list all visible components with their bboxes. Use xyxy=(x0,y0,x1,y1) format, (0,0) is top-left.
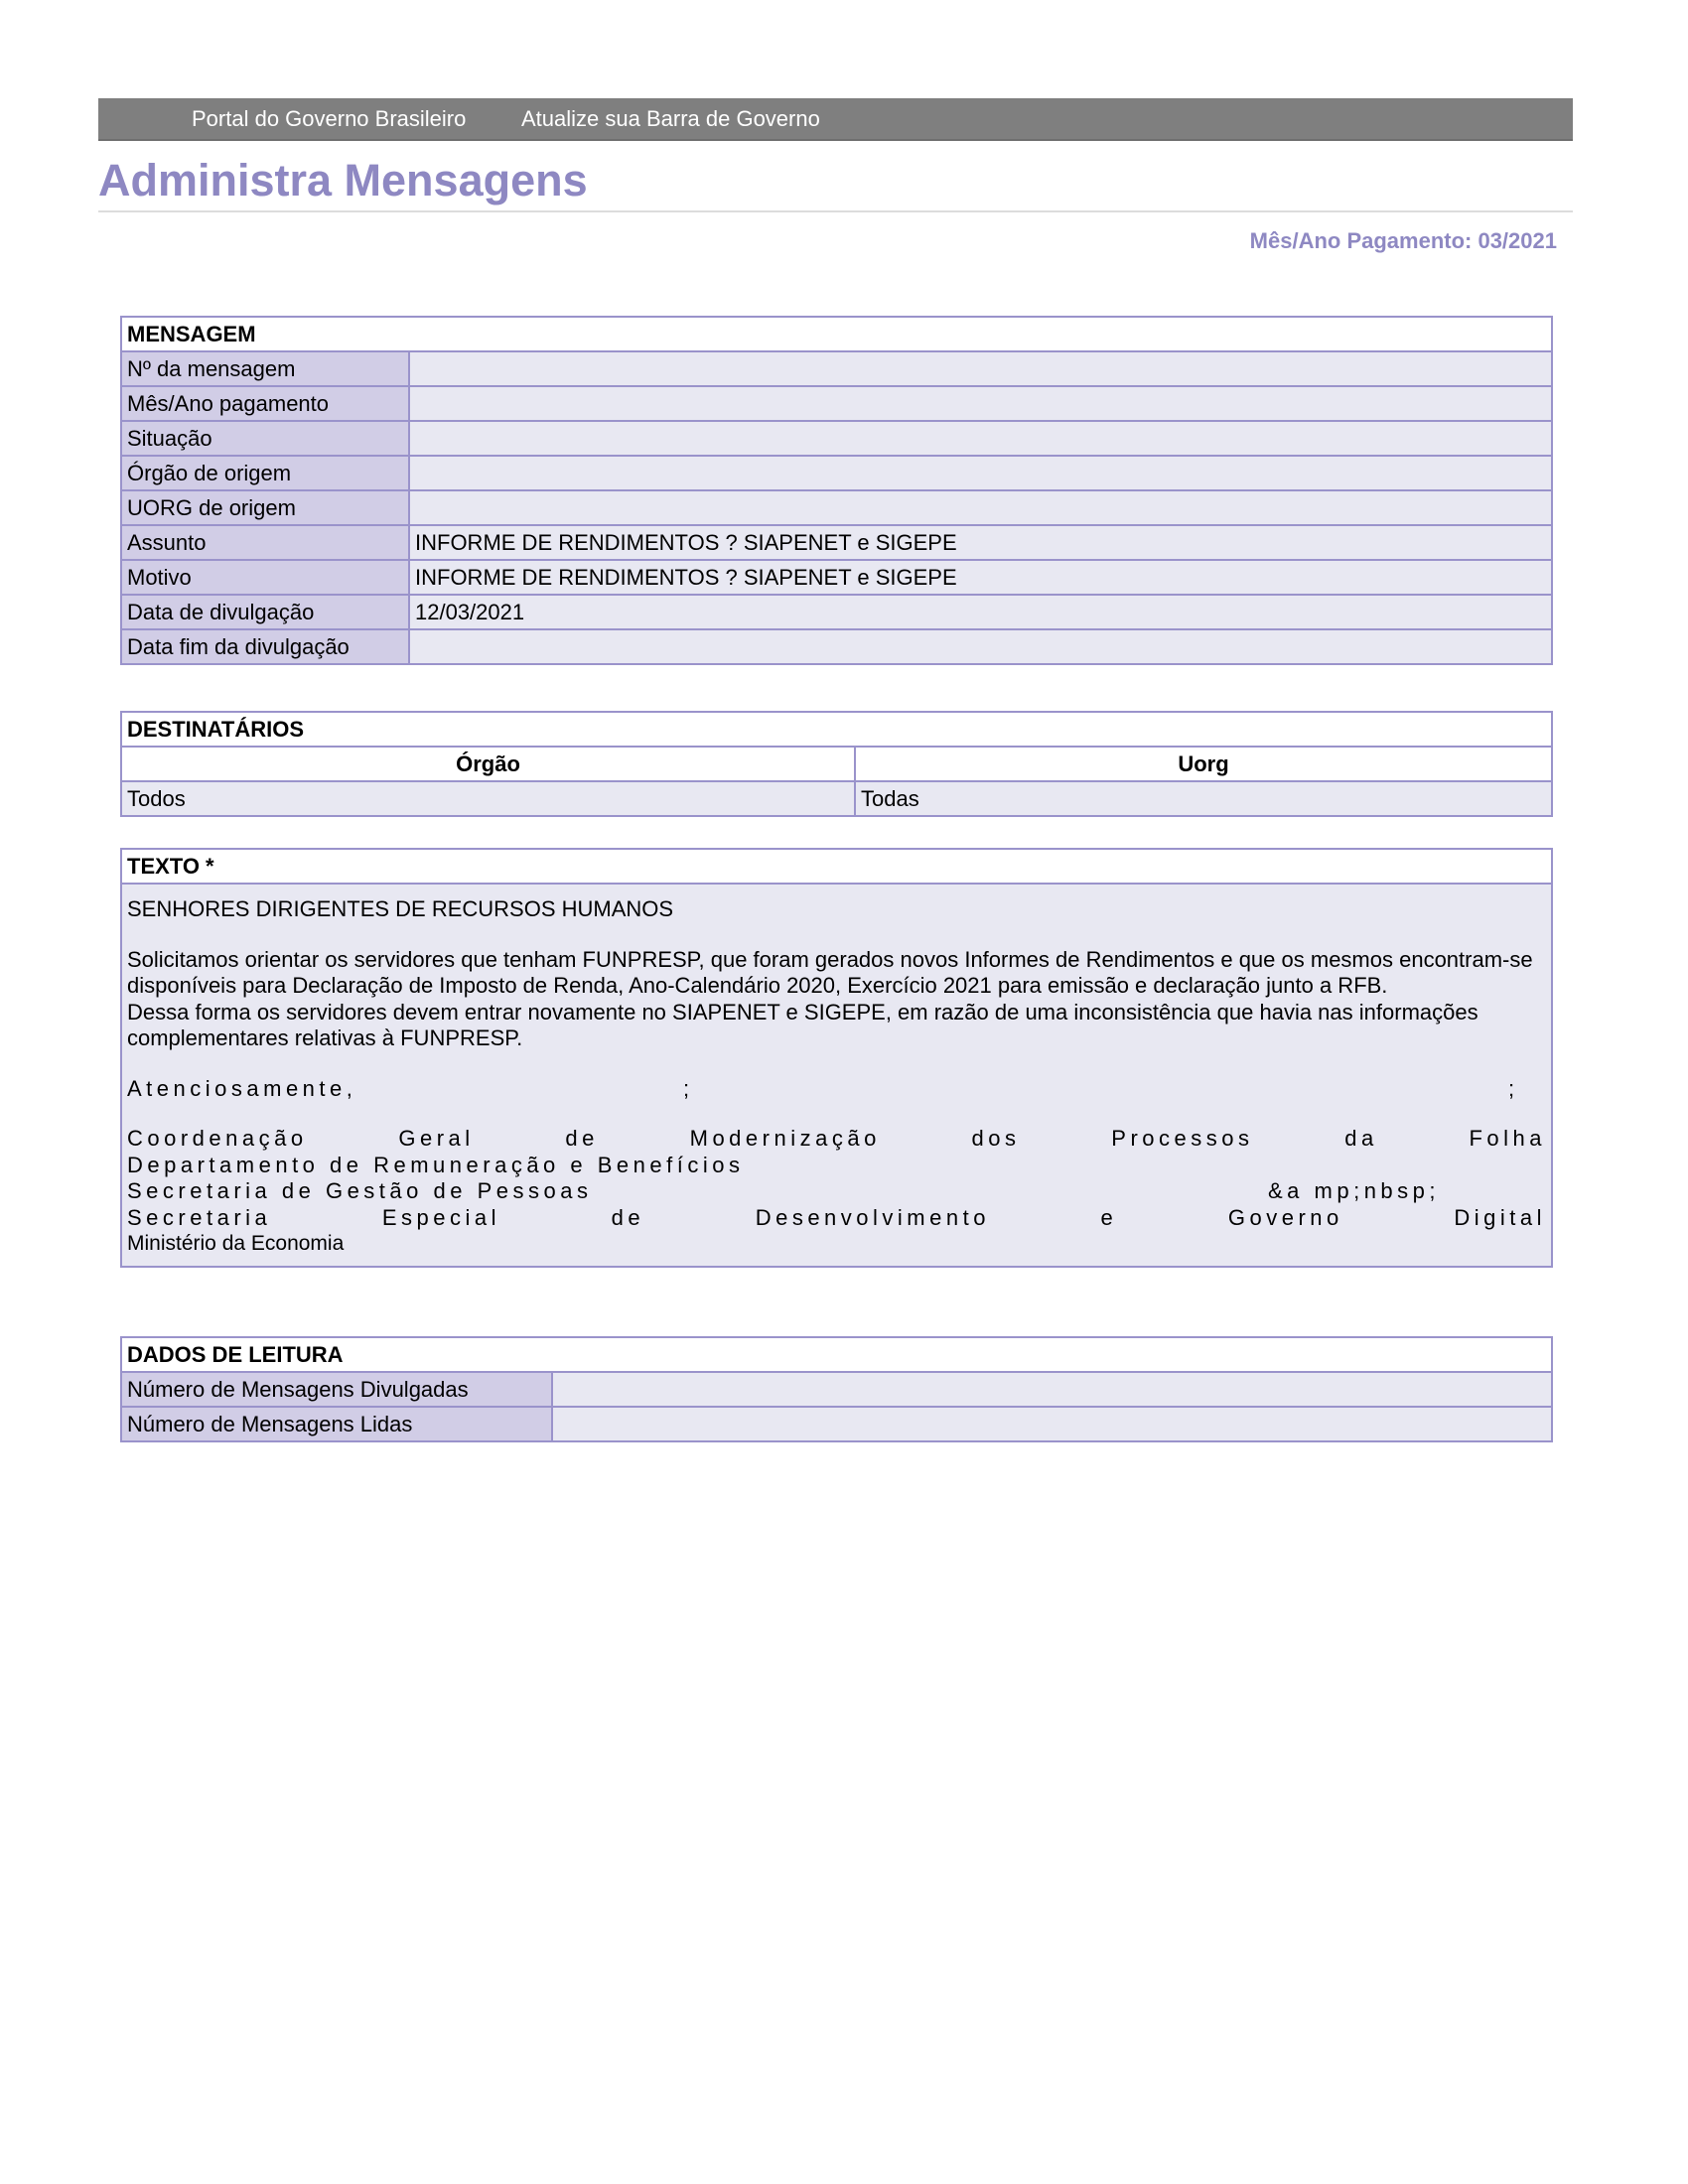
column-header-orgao: Órgão xyxy=(120,746,856,782)
row-value xyxy=(408,420,1553,457)
row-label: Data fim da divulgação xyxy=(120,628,410,665)
column-header-uorg: Uorg xyxy=(854,746,1553,782)
row-value xyxy=(551,1371,1553,1408)
greeting: SENHORES DIRIGENTES DE RECURSOS HUMANOS xyxy=(127,896,674,921)
row-label: Assunto xyxy=(120,524,410,561)
signature-line: Secretaria de Gestão de Pessoas &a mp;nb… xyxy=(127,1178,1546,1205)
signature-line: Ministério da Economia xyxy=(127,1232,345,1255)
signature-line: Secretaria Especial de Desenvolvimento e… xyxy=(127,1204,1546,1230)
table-row: Órgão de origem xyxy=(120,455,1553,491)
destinatarios-table: DESTINATÁRIOS Órgão Uorg Todos Todas xyxy=(120,711,1553,817)
row-label: Mês/Ano pagamento xyxy=(120,385,410,422)
message-text: SENHORES DIRIGENTES DE RECURSOS HUMANOS … xyxy=(120,883,1553,1268)
closing-semicolon: ; xyxy=(683,1075,694,1101)
signature-artifact: &a mp;nbsp; xyxy=(1268,1178,1441,1203)
table-row: UORG de origem xyxy=(120,489,1553,526)
title-divider xyxy=(98,210,1573,212)
row-label: Motivo xyxy=(120,559,410,596)
signature-line: Departamento de Remuneração e Benefícios xyxy=(127,1152,745,1177)
row-label: Data de divulgação xyxy=(120,594,410,630)
row-value xyxy=(408,628,1553,665)
table-row: Mês/Ano pagamento xyxy=(120,385,1553,422)
section-header: DESTINATÁRIOS xyxy=(120,711,1553,748)
mensagem-table: MENSAGEM Nº da mensagem Mês/Ano pagament… xyxy=(120,316,1553,665)
table-row: Assunto INFORME DE RENDIMENTOS ? SIAPENET… xyxy=(120,524,1553,561)
orgao-cell: Todos xyxy=(120,780,856,817)
table-row: Data fim da divulgação xyxy=(120,628,1553,665)
row-label: Número de Mensagens Lidas xyxy=(120,1406,553,1442)
update-bar-link[interactable]: Atualize sua Barra de Governo xyxy=(521,106,820,131)
table-row: Motivo INFORME DE RENDIMENTOS ? SIAPENET … xyxy=(120,559,1553,596)
leitura-table: DADOS DE LEITURA Número de Mensagens Div… xyxy=(120,1336,1553,1442)
section-header: TEXTO * xyxy=(120,848,1553,885)
row-value: 12/03/2021 xyxy=(408,594,1553,630)
row-label: UORG de origem xyxy=(120,489,410,526)
row-label: Número de Mensagens Divulgadas xyxy=(120,1371,553,1408)
row-value xyxy=(408,350,1553,387)
paragraph: Solicitamos orientar os servidores que t… xyxy=(127,946,1533,999)
row-value: INFORME DE RENDIMENTOS ? SIAPENET e SIGE… xyxy=(408,524,1553,561)
payment-period: Mês/Ano Pagamento: 03/2021 xyxy=(1249,228,1557,253)
table-row: Nº da mensagem xyxy=(120,350,1553,387)
texto-table: TEXTO * SENHORES DIRIGENTES DE RECURSOS … xyxy=(120,848,1553,1268)
table-row: Número de Mensagens Divulgadas xyxy=(120,1371,1553,1408)
portal-link[interactable]: Portal do Governo Brasileiro xyxy=(192,106,467,131)
table-row: Data de divulgação 12/03/2021 xyxy=(120,594,1553,630)
row-label: Nº da mensagem xyxy=(120,350,410,387)
section-header: MENSAGEM xyxy=(120,316,1553,352)
paragraph: Dessa forma os servidores devem entrar n… xyxy=(127,999,1478,1051)
signature-line: Coordenação Geral de Modernização dos Pr… xyxy=(127,1126,1546,1151)
table-row: Número de Mensagens Lidas xyxy=(120,1406,1553,1442)
row-value: INFORME DE RENDIMENTOS ? SIAPENET e SIGE… xyxy=(408,559,1553,596)
row-value xyxy=(551,1406,1553,1442)
row-value xyxy=(408,385,1553,422)
closing-line: Atenciosamente, ; ; xyxy=(127,1076,1546,1103)
row-label: Situação xyxy=(120,420,410,457)
row-value xyxy=(408,489,1553,526)
table-row: Todos Todas xyxy=(120,780,1553,817)
signature-text: Secretaria de Gestão de Pessoas xyxy=(127,1178,593,1203)
table-row: Situação xyxy=(120,420,1553,457)
row-value xyxy=(408,455,1553,491)
government-bar: Portal do Governo Brasileiro Atualize su… xyxy=(98,98,1573,141)
closing-semicolon: ; xyxy=(1508,1075,1519,1101)
page-title: Administra Mensagens xyxy=(98,155,588,205)
section-header: DADOS DE LEITURA xyxy=(120,1336,1553,1373)
uorg-cell: Todas xyxy=(854,780,1553,817)
closing-text: Atenciosamente, xyxy=(127,1075,357,1101)
row-label: Órgão de origem xyxy=(120,455,410,491)
